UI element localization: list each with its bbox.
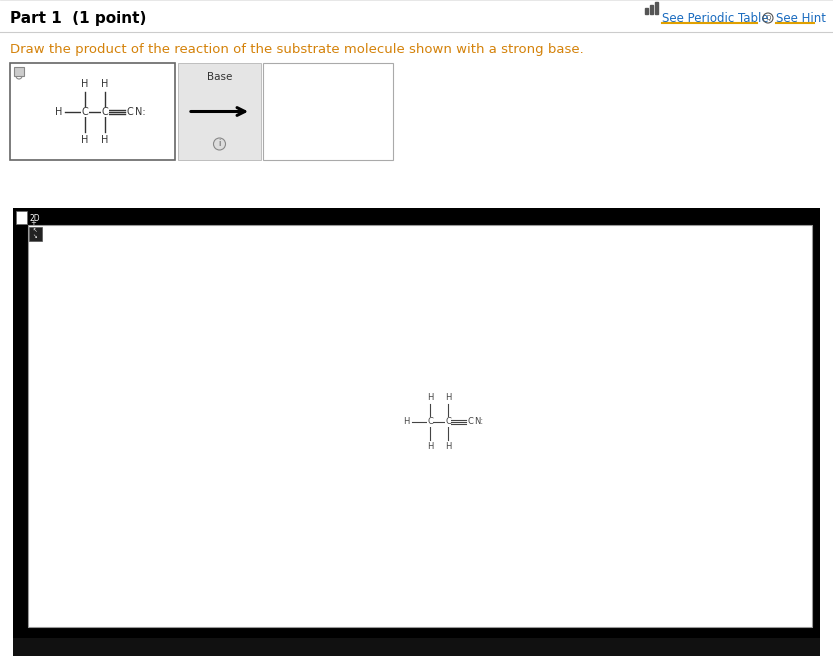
Text: C: C (82, 107, 88, 117)
Text: ↖: ↖ (32, 228, 37, 234)
Text: Draw the product of the reaction of the substrate molecule shown with a strong b: Draw the product of the reaction of the … (10, 43, 584, 56)
Text: ↘: ↘ (32, 234, 37, 239)
Text: See Periodic Table: See Periodic Table (662, 12, 769, 24)
Text: N:: N: (135, 107, 146, 117)
Bar (655, 2, 658, 14)
Bar (178, 63, 261, 160)
Text: i: i (218, 140, 221, 148)
Bar (10, 63, 175, 160)
Text: C: C (445, 417, 451, 426)
Bar (28, 225, 812, 627)
Bar (16, 211, 27, 224)
Text: H: H (82, 135, 88, 145)
Text: H: H (445, 393, 451, 402)
Circle shape (213, 138, 226, 150)
Text: C: C (102, 107, 108, 117)
Text: Base: Base (207, 72, 232, 82)
Text: See Hint: See Hint (776, 12, 826, 24)
Text: H: H (426, 442, 433, 451)
Text: H: H (404, 417, 410, 426)
Bar (13, 208, 820, 638)
Text: C: C (127, 107, 134, 117)
Bar (14, 67, 24, 76)
Text: C: C (468, 417, 474, 426)
Text: 2D: 2D (30, 214, 41, 223)
Text: H: H (426, 393, 433, 402)
Text: H: H (102, 135, 108, 145)
Text: Part 1  (1 point): Part 1 (1 point) (10, 10, 147, 26)
Text: H: H (445, 442, 451, 451)
Text: N:: N: (474, 417, 483, 426)
Text: C: C (427, 417, 433, 426)
Bar (263, 63, 393, 160)
Text: H: H (55, 107, 62, 117)
Text: +: + (30, 220, 36, 226)
Text: H: H (102, 79, 108, 89)
Bar (650, 5, 653, 14)
Bar (13, 638, 820, 656)
Text: Q: Q (766, 15, 771, 21)
Bar (645, 8, 648, 14)
Bar (29, 227, 42, 241)
Text: H: H (82, 79, 88, 89)
